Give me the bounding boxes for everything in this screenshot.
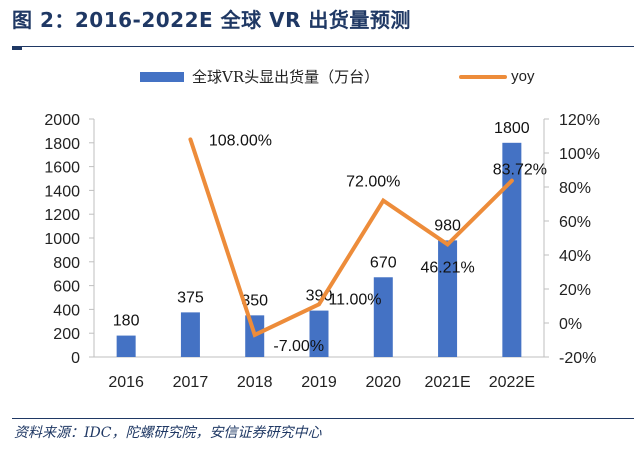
y-right-tick-label: 80% xyxy=(559,180,591,197)
bar xyxy=(116,335,136,357)
y-right-tick-label: 100% xyxy=(559,146,600,163)
y-right-tick-label: -20% xyxy=(559,350,596,367)
bar xyxy=(438,240,458,357)
bar xyxy=(309,310,329,357)
legend-line-swatch xyxy=(459,74,508,79)
x-tick-label: 2021E xyxy=(424,374,470,391)
y-left-tick-label: 1800 xyxy=(44,136,80,153)
bar xyxy=(180,312,200,357)
x-tick-label: 2016 xyxy=(108,374,144,391)
y-left-tick-label: 200 xyxy=(53,326,80,343)
bar xyxy=(373,277,393,357)
bar xyxy=(502,142,522,357)
x-tick-label: 2019 xyxy=(301,374,337,391)
title-divider-mark xyxy=(12,46,22,50)
y-left-tick-label: 1000 xyxy=(44,231,80,248)
x-tick-label: 2017 xyxy=(173,374,209,391)
y-left-tick-label: 400 xyxy=(53,302,80,319)
y-right-tick-label: 0% xyxy=(559,316,582,333)
bar-data-label: 350 xyxy=(241,292,268,309)
y-right-tick-label: 60% xyxy=(559,214,591,231)
chart-legend: 全球VR头显出货量（万台） yoy xyxy=(140,66,534,87)
yoy-data-label: 83.72% xyxy=(493,162,547,179)
bar-data-label: 980 xyxy=(434,217,461,234)
yoy-data-label: -7.00% xyxy=(273,338,324,355)
y-left-tick-label: 600 xyxy=(53,279,80,296)
title-divider xyxy=(12,46,634,47)
y-right-tick-label: 20% xyxy=(559,282,591,299)
yoy-data-label: 108.00% xyxy=(209,132,272,149)
y-left-tick-label: 1600 xyxy=(44,160,80,177)
x-tick-label: 2018 xyxy=(237,374,273,391)
source-note: 资料来源：IDC，陀螺研究院，安信证券研究中心 xyxy=(14,425,322,441)
legend-bar-swatch xyxy=(140,71,184,82)
bar-data-label: 670 xyxy=(370,254,397,271)
bar-data-label: 375 xyxy=(177,289,204,306)
source-divider xyxy=(12,418,634,419)
y-left-tick-label: 800 xyxy=(53,255,80,272)
bar-data-label: 1800 xyxy=(494,120,530,137)
yoy-data-label: 46.21% xyxy=(420,259,474,276)
yoy-data-label: 11.00% xyxy=(328,291,381,308)
yoy-data-label: 72.00% xyxy=(346,174,400,191)
bar-data-label: 180 xyxy=(113,313,140,330)
x-tick-label: 2022E xyxy=(489,374,535,391)
y-left-tick-label: 2000 xyxy=(44,112,80,129)
y-left-tick-label: 1400 xyxy=(44,183,80,200)
x-tick-label: 2020 xyxy=(365,374,401,391)
y-right-tick-label: 120% xyxy=(559,112,600,129)
yoy-line xyxy=(188,137,514,338)
figure-title: 图 2：2016-2022E 全球 VR 出货量预测 xyxy=(12,8,411,32)
legend-bar-label: 全球VR头显出货量（万台） xyxy=(192,68,380,86)
y-left-tick-label: 0 xyxy=(71,350,80,367)
legend-line-label: yoy xyxy=(511,68,535,85)
y-left-tick-label: 1200 xyxy=(44,207,80,224)
y-right-tick-label: 40% xyxy=(559,248,591,265)
